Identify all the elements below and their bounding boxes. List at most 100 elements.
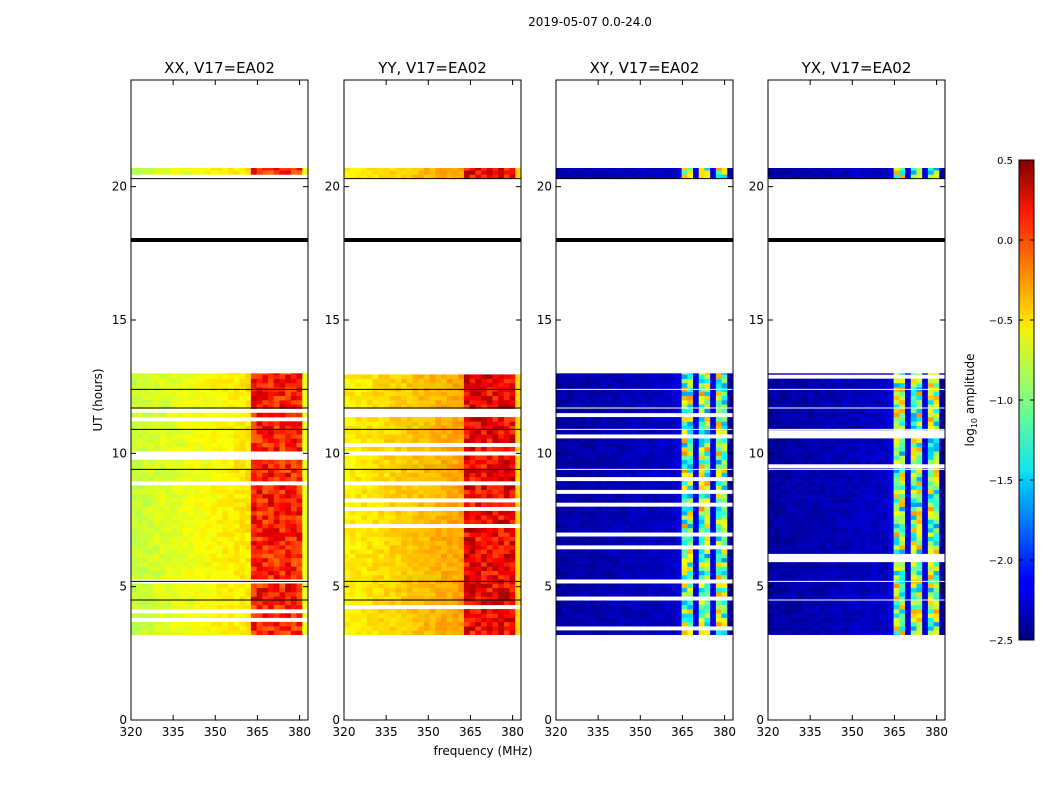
heatmap-cell xyxy=(245,510,252,516)
heatmap-cell xyxy=(658,592,665,597)
heatmap-cell xyxy=(475,528,482,533)
heatmap-cell xyxy=(681,485,688,490)
heatmap-cell xyxy=(228,425,235,431)
heatmap-cell xyxy=(250,476,258,482)
heatmap-cell xyxy=(578,404,585,409)
heatmap-cell xyxy=(188,400,195,405)
heatmap-cell xyxy=(222,472,229,478)
heatmap-cell xyxy=(618,604,625,610)
heatmap-cell xyxy=(681,617,688,623)
heatmap-cell xyxy=(721,404,728,409)
heatmap-cell xyxy=(452,587,459,593)
heatmap-cell xyxy=(681,510,688,516)
heatmap-cell xyxy=(302,421,309,426)
heatmap-cell xyxy=(205,400,212,405)
heatmap-cell xyxy=(469,596,476,601)
heatmap-cell xyxy=(170,540,178,546)
heatmap-cell xyxy=(239,540,246,546)
heatmap-cell xyxy=(693,425,700,431)
heatmap-cell xyxy=(250,587,258,593)
heatmap-cell xyxy=(228,553,235,559)
heatmap-cell xyxy=(601,455,608,461)
heatmap-cell xyxy=(664,536,671,542)
heatmap-cell xyxy=(492,566,499,571)
heatmap-cell xyxy=(176,476,183,482)
heatmap-cell xyxy=(721,425,728,431)
heatmap-cell xyxy=(475,438,482,443)
heatmap-cell xyxy=(458,532,465,537)
heatmap-cell xyxy=(136,395,143,401)
heatmap-cell xyxy=(469,587,476,593)
heatmap-cell xyxy=(670,429,677,435)
heatmap-cell xyxy=(727,429,734,435)
heatmap-cell xyxy=(446,464,453,469)
heatmap-cell xyxy=(349,434,356,439)
heatmap-cell xyxy=(406,374,413,379)
heatmap-cell xyxy=(590,417,597,422)
heatmap-cell xyxy=(590,510,597,516)
heatmap-cell xyxy=(148,562,155,567)
heatmap-cell xyxy=(463,464,471,469)
heatmap-cell xyxy=(165,600,172,606)
heatmap-cell xyxy=(383,382,391,388)
heatmap-cell xyxy=(401,609,408,614)
heatmap-cell xyxy=(199,536,206,542)
heatmap-cell xyxy=(355,613,362,618)
heatmap-cell xyxy=(687,481,694,486)
heatmap-cell xyxy=(452,574,459,580)
heatmap-cell xyxy=(721,540,728,546)
heatmap-cell xyxy=(170,498,178,503)
heatmap-cell xyxy=(148,434,155,439)
heatmap-cell xyxy=(721,400,728,405)
heatmap-cell xyxy=(486,168,493,171)
heatmap-cell xyxy=(285,592,292,597)
heatmap-cell xyxy=(193,613,200,618)
heatmap-cell xyxy=(503,468,510,473)
heatmap-cell xyxy=(561,540,568,546)
heatmap-cell xyxy=(228,434,235,439)
heatmap-cell xyxy=(245,545,252,550)
heatmap-cell xyxy=(693,566,700,571)
heatmap-cell xyxy=(182,498,189,503)
heatmap-cell xyxy=(452,404,459,409)
heatmap-cell xyxy=(441,592,448,597)
heatmap-cell xyxy=(515,613,522,618)
heatmap-cell xyxy=(641,621,648,627)
heatmap-cell xyxy=(618,519,625,525)
heatmap-cell xyxy=(481,400,488,405)
heatmap-cell xyxy=(556,421,563,426)
heatmap-cell xyxy=(492,429,499,435)
heatmap-cell xyxy=(578,621,585,627)
heatmap-cell xyxy=(378,374,385,379)
heatmap-cell xyxy=(228,600,235,606)
heatmap-cell xyxy=(193,574,200,580)
heatmap-cell xyxy=(245,464,252,469)
heatmap-cell xyxy=(233,583,240,589)
heatmap-cell xyxy=(412,617,419,623)
heatmap-cell xyxy=(418,592,425,597)
heatmap-cell xyxy=(170,446,178,452)
heatmap-cell xyxy=(578,446,585,452)
heatmap-cell xyxy=(262,592,269,597)
heatmap-cell xyxy=(205,425,212,431)
heatmap-cell xyxy=(389,468,396,473)
heatmap-cell xyxy=(233,434,240,439)
heatmap-cell xyxy=(721,442,728,448)
heatmap-cell xyxy=(153,592,160,597)
heatmap-cell xyxy=(630,485,637,490)
heatmap-cell xyxy=(170,592,178,597)
heatmap-cell xyxy=(361,566,368,571)
heatmap-cell xyxy=(556,617,563,623)
heatmap-cell xyxy=(573,429,580,435)
heatmap-cell xyxy=(296,434,303,439)
heatmap-cell xyxy=(704,630,711,635)
heatmap-cell xyxy=(658,528,665,533)
heatmap-cell xyxy=(607,408,614,414)
heatmap-cell xyxy=(245,395,252,401)
heatmap-cell xyxy=(176,400,183,405)
heatmap-cell xyxy=(395,174,402,179)
heatmap-cell xyxy=(486,434,493,439)
heatmap-cell xyxy=(239,382,246,388)
heatmap-cell xyxy=(361,596,368,601)
